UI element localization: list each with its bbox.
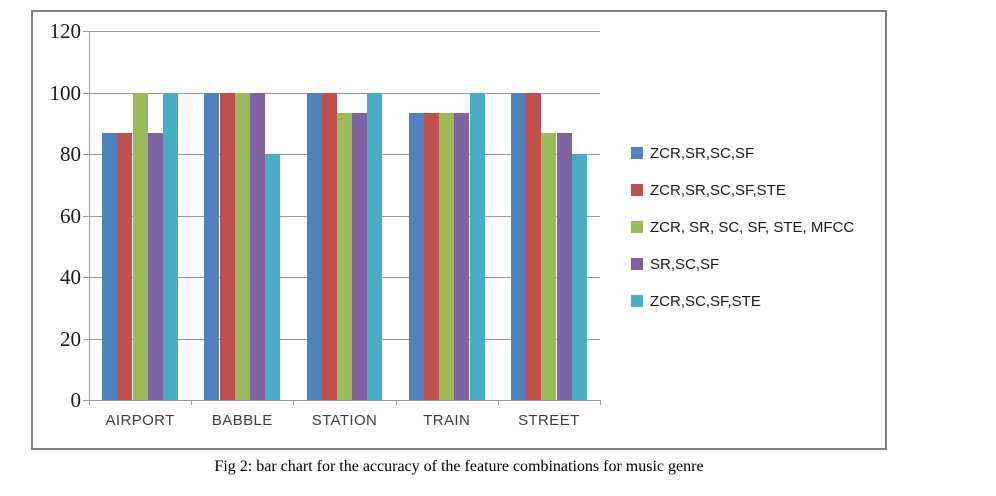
bar-station-series4 xyxy=(352,113,368,400)
bar-airport-series2 xyxy=(117,133,133,400)
bar-train-series2 xyxy=(423,113,440,400)
legend-item-series2: ZCR,SR,SC,SF,STE xyxy=(631,180,854,200)
bar-train-series5 xyxy=(469,92,485,400)
y-tick-mark-40 xyxy=(83,277,89,278)
bar-airport-series1 xyxy=(102,133,118,400)
bar-babble-series2 xyxy=(219,92,235,400)
legend-swatch-icon xyxy=(631,258,643,270)
gridline-y-100 xyxy=(89,92,600,94)
chart-frame: 0 20 40 60 80 100 120 AIRPORT BABBLE STATION TRAI… xyxy=(31,10,887,450)
y-tick-label-20: 20 xyxy=(60,326,81,351)
gridline-y-120 xyxy=(89,31,600,32)
legend-item-series3: ZCR, SR, SC, SF, STE, MFCC xyxy=(631,217,854,237)
x-tick-mark-5 xyxy=(600,400,601,405)
legend-label: ZCR,SR,SC,SF,STE xyxy=(650,181,786,199)
legend-swatch-icon xyxy=(631,184,643,196)
legend-label: ZCR,SC,SF,STE xyxy=(650,292,761,310)
bar-station-series1 xyxy=(306,92,322,400)
y-tick-mark-20 xyxy=(83,338,89,340)
y-tick-label-120: 120 xyxy=(49,19,82,43)
x-category-label-train: TRAIN xyxy=(423,412,471,429)
bar-street-series2 xyxy=(526,92,542,400)
bar-airport-series4 xyxy=(147,133,163,400)
y-tick-mark-60 xyxy=(83,215,89,217)
y-tick-mark-80 xyxy=(83,154,89,155)
y-tick-mark-0 xyxy=(83,400,89,401)
x-tick-mark-1 xyxy=(191,400,193,405)
bar-train-series4 xyxy=(454,113,470,400)
x-tick-mark-2 xyxy=(293,400,295,405)
y-tick-label-0: 0 xyxy=(70,388,82,412)
bar-airport-series5 xyxy=(162,92,179,400)
bar-train-series1 xyxy=(408,113,424,400)
chart-legend: ZCR,SR,SC,SF ZCR,SR,SC,SF,STE ZCR, SR, SC,… xyxy=(631,143,854,311)
plot-area xyxy=(83,31,601,405)
bar-station-series5 xyxy=(367,92,383,400)
x-category-label-station: STATION xyxy=(311,412,378,429)
bar-street-series3 xyxy=(541,133,557,400)
y-tick-mark-120 xyxy=(83,31,89,32)
bar-babble-series4 xyxy=(249,92,266,400)
legend-swatch-icon xyxy=(631,221,643,233)
y-tick-mark-100 xyxy=(83,92,89,94)
x-tick-mark-3 xyxy=(395,400,397,405)
bar-street-series5 xyxy=(571,154,587,400)
legend-item-series4: SR,SC,SF xyxy=(631,254,854,274)
legend-label: SR,SC,SF xyxy=(650,255,720,273)
legend-label: ZCR,SR,SC,SF xyxy=(650,144,755,162)
bar-station-series3 xyxy=(336,113,353,400)
bar-babble-series3 xyxy=(234,92,250,400)
legend-swatch-icon xyxy=(631,295,643,307)
legend-item-series5: ZCR,SC,SF,STE xyxy=(631,291,854,311)
legend-item-series1: ZCR,SR,SC,SF xyxy=(631,143,854,163)
y-axis-line xyxy=(89,31,90,405)
bar-street-series1 xyxy=(510,92,527,400)
y-tick-label-80: 80 xyxy=(60,142,81,166)
legend-swatch-icon xyxy=(631,147,643,159)
y-tick-label-40: 40 xyxy=(60,265,81,289)
bar-street-series4 xyxy=(556,133,572,400)
y-tick-label-100: 100 xyxy=(49,80,82,105)
bar-station-series2 xyxy=(321,92,337,400)
figure-caption: Fig 2: bar chart for the accuracy of the… xyxy=(214,458,704,475)
x-tick-mark-0 xyxy=(89,400,90,405)
x-category-label-street: STREET xyxy=(518,412,580,429)
x-axis-line xyxy=(89,400,600,401)
bar-babble-series5 xyxy=(265,154,281,400)
x-category-label-babble: BABBLE xyxy=(211,412,273,429)
x-tick-mark-4 xyxy=(497,400,499,405)
legend-label: ZCR, SR, SC, SF, STE, MFCC xyxy=(650,218,855,236)
bar-babble-series1 xyxy=(204,92,220,400)
bar-train-series3 xyxy=(439,113,455,400)
bar-airport-series3 xyxy=(132,92,148,400)
y-tick-label-60: 60 xyxy=(60,203,81,228)
x-category-label-airport: AIRPORT xyxy=(105,412,175,429)
